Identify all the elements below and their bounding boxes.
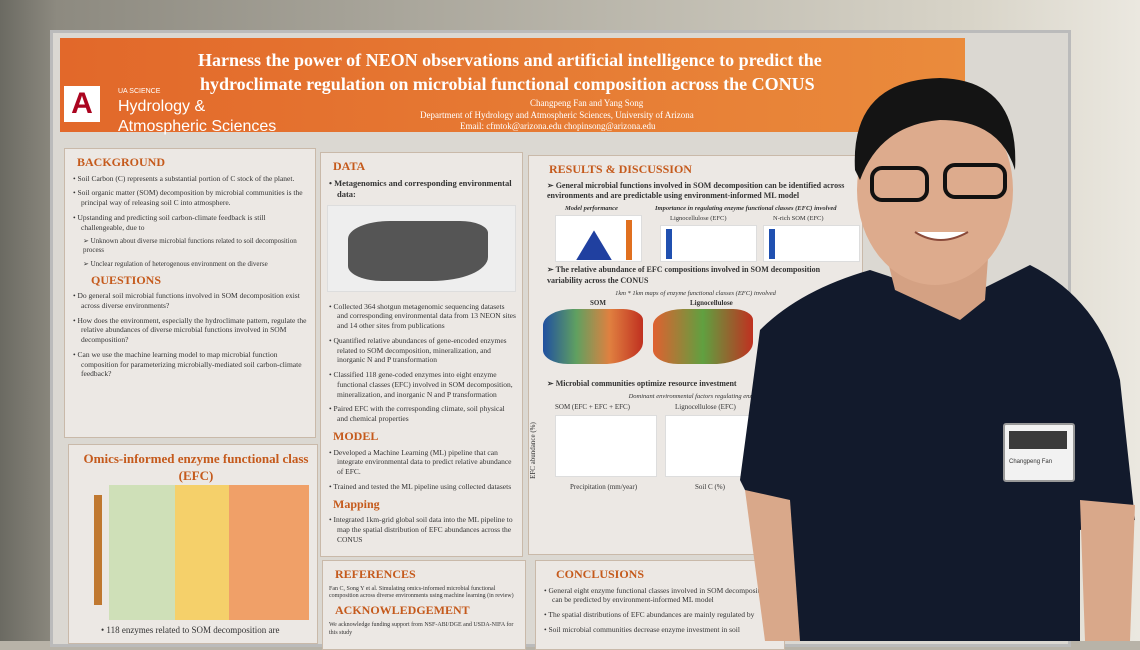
ligno-map xyxy=(653,308,753,364)
acknowledgement: We acknowledge funding support from NSF-… xyxy=(329,621,514,636)
fig-label: Lignocellulose (EFC) xyxy=(670,215,727,223)
map-label: SOM xyxy=(590,298,606,307)
histogram xyxy=(555,215,642,263)
glasses xyxy=(943,163,1007,199)
axis-label: Precipitation (mm/year) xyxy=(570,483,638,492)
bullet: Classified 118 gene-coded enzymes into e… xyxy=(327,370,516,399)
heading: REFERENCES xyxy=(335,567,416,581)
bullet: Soil microbial communities decrease enzy… xyxy=(542,625,778,635)
decoration: SOM (EFC + EFC + EFC) Lignocellulose (EF… xyxy=(529,401,856,501)
bullet: Do general soil microbial functions invo… xyxy=(71,291,309,311)
bullet: General eight enzyme functional classes … xyxy=(542,586,778,606)
arrow xyxy=(94,495,102,605)
heading: RESULTS & DISCUSSION xyxy=(549,162,692,176)
point: General microbial functions involved in … xyxy=(547,181,856,202)
bullet: Can we use the machine learning model to… xyxy=(71,350,309,379)
bullet: Collected 364 shotgun metagenomic sequen… xyxy=(327,302,516,331)
decoration xyxy=(769,229,775,260)
sub-bullet: Unknown about diverse microbial function… xyxy=(83,237,309,255)
reference: Fan C, Song Y et al. Simulating omics-in… xyxy=(329,585,514,600)
bullet: 118 enzymes related to SOM decomposition… xyxy=(99,625,279,637)
bullet: Trained and tested the ML pipeline using… xyxy=(327,482,516,492)
name-badge: Changpeng Fan xyxy=(1003,423,1075,482)
decoration xyxy=(626,220,632,261)
axis-label: Soil C (%) xyxy=(695,483,725,492)
poster-header: A UA SCIENCE Hydrology & Atmospheric Sci… xyxy=(60,38,965,135)
heading: Omics-informed enzyme functional class (… xyxy=(83,451,309,483)
heading: BACKGROUND xyxy=(77,155,166,169)
arm xyxy=(1080,500,1135,641)
decoration xyxy=(666,229,672,260)
title: hydroclimate regulation on microbial fun… xyxy=(200,74,815,94)
fig-label: SOM (EFC + EFC + EFC) xyxy=(555,403,630,412)
title: Harness the power of NEON observations a… xyxy=(198,50,822,70)
us-map xyxy=(327,204,516,292)
som-map xyxy=(543,308,643,364)
logo-text: Hydrology & xyxy=(118,98,206,115)
decoration: SOM Lignocellulose xyxy=(535,299,856,379)
badge-name: Changpeng Fan xyxy=(1009,459,1053,465)
sub-bullet: Unclear regulation of heterogenous envir… xyxy=(83,260,309,269)
bullet: Integrated 1km-grid global soil data int… xyxy=(327,515,516,544)
authors: Changpeng Fan and Yang Song xyxy=(530,98,644,108)
glasses xyxy=(870,166,929,202)
heading: ACKNOWLEDGEMENT xyxy=(335,603,470,618)
diagram xyxy=(109,485,309,620)
omics-panel: Omics-informed enzyme functional class (… xyxy=(68,444,318,644)
email: Email: cfmtok@arizona.edu chopinsong@ari… xyxy=(460,121,656,131)
fig-label: N-rich SOM (EFC) xyxy=(773,215,824,223)
hair xyxy=(854,78,1016,180)
affiliation: Department of Hydrology and Atmospheric … xyxy=(420,110,694,120)
arm xyxy=(745,490,800,641)
heading: DATA xyxy=(333,159,366,173)
badge-stripe xyxy=(1009,431,1067,449)
fig-label: 1km * 1km maps of enzyme functional clas… xyxy=(615,290,776,298)
bullet: Paired EFC with the corresponding climat… xyxy=(327,404,516,424)
bullet: Quantified relative abundances of gene-e… xyxy=(327,336,516,365)
bullet: Developed a Machine Learning (ML) pipeli… xyxy=(327,448,516,477)
boxplot xyxy=(555,415,657,478)
fig-label: Lignocellulose (EFC) xyxy=(675,403,736,412)
boxplot xyxy=(665,415,757,478)
heading: QUESTIONS xyxy=(91,272,162,287)
bullet: The spatial distributions of EFC abundan… xyxy=(542,610,778,620)
heading: MODEL xyxy=(333,428,379,443)
background-panel: BACKGROUND Soil Carbon (C) represents a … xyxy=(64,148,316,438)
conclusions-panel: CONCLUSIONS General eight enzyme functio… xyxy=(535,560,785,650)
fig-label: Dominant environmental factors regulatin… xyxy=(628,392,763,400)
map-label: Lignocellulose xyxy=(690,298,733,307)
bullet: Upstanding and predicting soil carbon-cl… xyxy=(71,213,309,233)
data-panel: DATA Metagenomics and corresponding envi… xyxy=(320,152,523,557)
heading: Mapping xyxy=(333,496,380,511)
logo-text: Atmospheric Sciences xyxy=(118,118,277,135)
subheading: Metagenomics and corresponding environme… xyxy=(327,178,516,200)
logo-small: UA SCIENCE xyxy=(118,88,161,95)
bullet: How does the environment, especially the… xyxy=(71,316,309,345)
decoration xyxy=(348,220,488,281)
bar-figure xyxy=(660,225,757,263)
decoration: Model performance Importance in regulati… xyxy=(535,205,860,265)
mouth xyxy=(914,231,969,241)
bullet: Soil organic matter (SOM) decomposition … xyxy=(71,188,309,208)
point: Microbial communities optimize resource … xyxy=(547,379,856,389)
heading: CONCLUSIONS xyxy=(556,567,645,581)
bullet: Soil Carbon (C) represents a substantial… xyxy=(71,174,309,184)
point: The relative abundance of EFC compositio… xyxy=(547,265,856,286)
face xyxy=(857,95,1013,285)
bar-figure xyxy=(763,225,860,263)
shirt xyxy=(740,265,1135,641)
logo-a: A xyxy=(64,86,100,122)
fig-label: Model performance xyxy=(565,205,618,213)
fig-label: Importance in regulating enzyme function… xyxy=(655,205,837,213)
